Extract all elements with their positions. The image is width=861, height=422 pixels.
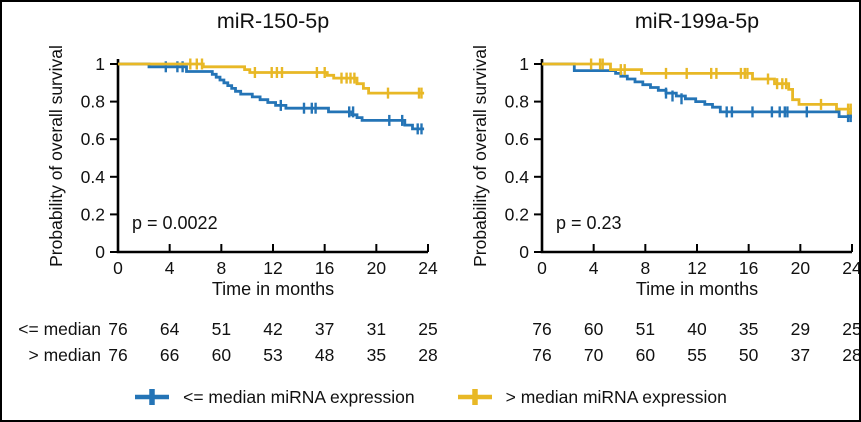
- y-tick-label: 0: [95, 242, 105, 262]
- x-tick-label: 16: [315, 258, 334, 278]
- risk-count: 50: [738, 345, 759, 365]
- x-tick-label: 4: [165, 258, 175, 278]
- risk-count: 64: [159, 319, 180, 339]
- risk-count: 76: [532, 319, 552, 339]
- p-value-label: p = 0.23: [556, 213, 622, 233]
- risk-count: 70: [583, 345, 604, 365]
- risk-count: 25: [842, 319, 861, 339]
- risk-count: 42: [263, 319, 283, 339]
- risk-count: 28: [842, 345, 861, 365]
- x-tick-label: 0: [537, 258, 547, 278]
- risk-count: 60: [635, 345, 656, 365]
- x-tick-label: 20: [367, 258, 387, 278]
- risk-count: 28: [418, 345, 438, 365]
- legend-label: <= median miRNA expression: [183, 386, 415, 407]
- x-tick-label: 0: [113, 258, 123, 278]
- x-tick-label: 12: [263, 258, 282, 278]
- x-tick-label: 24: [842, 258, 861, 278]
- legend: <= median miRNA expression > median miRN…: [2, 385, 859, 409]
- risk-count: 37: [314, 319, 335, 339]
- x-tick-label: 4: [589, 258, 599, 278]
- risk-count: 29: [790, 319, 811, 339]
- km-curve: [118, 62, 425, 95]
- risk-count: 60: [583, 319, 604, 339]
- x-tick-label: 20: [791, 258, 811, 278]
- x-axis-title: Time in months: [212, 279, 334, 299]
- panel-title: miR-199a-5p: [635, 9, 759, 33]
- censored-line-icon: [135, 389, 170, 405]
- y-tick-label: 0.4: [505, 167, 530, 187]
- p-value-label: p = 0.0022: [132, 213, 218, 233]
- censored-line-icon: [457, 389, 492, 405]
- risk-count: 76: [108, 319, 128, 339]
- y-tick-label: 0.2: [505, 204, 529, 224]
- y-tick-label: 0.6: [81, 129, 105, 149]
- x-tick-label: 8: [216, 258, 226, 278]
- risk-count: 51: [211, 319, 232, 339]
- y-axis-title: Probability of overall survival: [470, 45, 490, 267]
- legend-item-gt-median: > median miRNA expression: [457, 387, 727, 408]
- y-tick-label: 0.6: [505, 129, 529, 149]
- risk-count: 76: [532, 345, 552, 365]
- risk-count: 40: [687, 319, 707, 339]
- km-panel-mir-199a-5p: 0 0.2 0.4 0.6 0.8 1 0 4 8 12 16 20 24 miR-199a-5p Time…: [426, 2, 861, 308]
- risk-count: 66: [159, 345, 180, 365]
- risk-count: 60: [211, 345, 232, 365]
- km-chart-svg: 0 0.2 0.4 0.6 0.8 1 0 4 8 12 16 20 24 miR-150-5p Time …: [46, 9, 438, 299]
- y-tick-label: 0.2: [81, 204, 105, 224]
- y-tick-label: 1: [519, 54, 529, 74]
- y-tick-label: 0: [519, 242, 529, 262]
- risk-row-label-gt-median: > median: [28, 345, 101, 365]
- risk-count: 48: [314, 345, 335, 365]
- x-axis-title: Time in months: [636, 279, 758, 299]
- x-tick-label: 16: [739, 258, 758, 278]
- risk-count: 76: [108, 345, 128, 365]
- x-tick-label: 8: [640, 258, 650, 278]
- y-tick-label: 1: [95, 54, 105, 74]
- y-tick-label: 0.4: [81, 167, 106, 187]
- risk-count: 55: [687, 345, 707, 365]
- legend-label: > median miRNA expression: [505, 386, 727, 407]
- risk-count: 25: [418, 319, 438, 339]
- km-curve: [542, 62, 852, 118]
- x-tick-label: 12: [687, 258, 706, 278]
- risk-count: 35: [366, 345, 387, 365]
- x-tick-label: 24: [418, 258, 438, 278]
- y-tick-label: 0.8: [505, 92, 529, 112]
- risk-count: 35: [738, 319, 759, 339]
- risk-count: 37: [790, 345, 811, 365]
- risk-count: 53: [263, 345, 283, 365]
- y-axis-title: Probability of overall survival: [46, 45, 66, 267]
- legend-item-le-median: <= median miRNA expression: [134, 387, 415, 408]
- risk-count: 51: [635, 319, 656, 339]
- y-tick-label: 0.8: [81, 92, 105, 112]
- km-chart-svg: 0 0.2 0.4 0.6 0.8 1 0 4 8 12 16 20 24 miR-199a-5p Time…: [470, 9, 861, 299]
- risk-row-label-le-median: <= median: [18, 319, 101, 339]
- km-curve: [118, 62, 425, 131]
- risk-count: 31: [366, 319, 387, 339]
- km-panel-mir-150-5p: 0 0.2 0.4 0.6 0.8 1 0 4 8 12 16 20 24 miR-150-5p Time …: [2, 2, 439, 308]
- panel-title: miR-150-5p: [217, 9, 329, 33]
